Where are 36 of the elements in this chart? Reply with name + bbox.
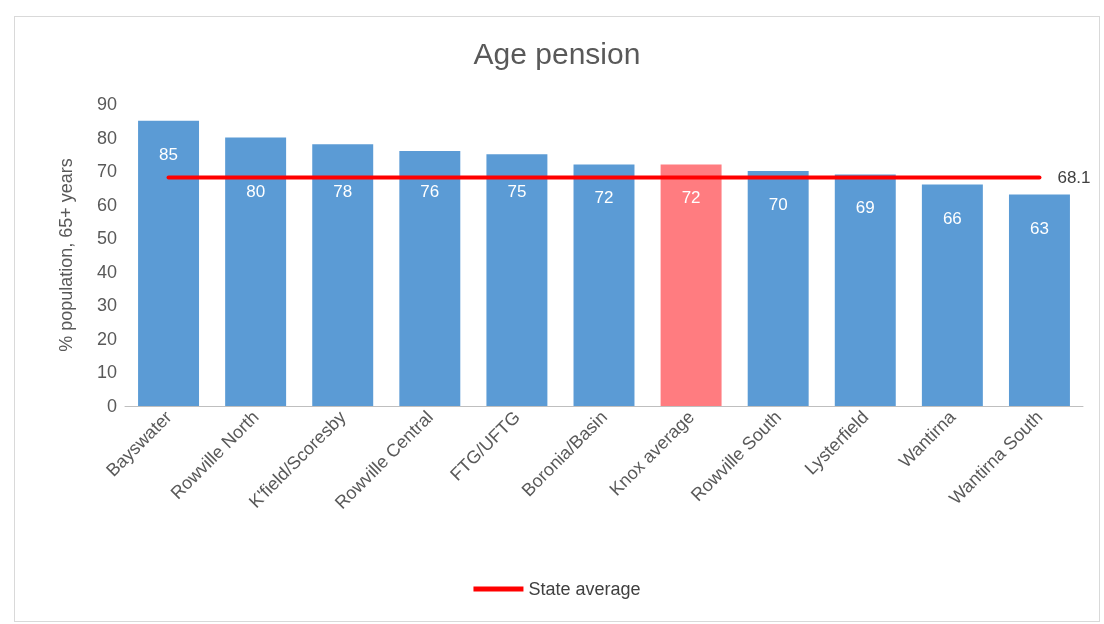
data-label: 69 (855, 198, 875, 218)
data-label: 75 (507, 182, 527, 202)
bar (921, 184, 983, 406)
data-label: 63 (1029, 218, 1049, 238)
bar (834, 174, 896, 406)
y-tick-label: 30 (96, 295, 117, 316)
data-label: 72 (681, 188, 701, 208)
y-tick-label: 20 (96, 328, 117, 349)
data-label: 70 (768, 195, 788, 215)
bar (747, 171, 809, 406)
data-label: 68.1 (1057, 167, 1091, 187)
y-tick-label: 10 (96, 362, 117, 383)
y-tick-label: 40 (96, 261, 117, 282)
bar (138, 120, 200, 406)
legend-label: State average (528, 579, 641, 599)
data-label: 78 (333, 182, 353, 202)
data-label: 85 (159, 144, 179, 164)
bar (312, 144, 374, 406)
bar (225, 137, 287, 406)
bar (399, 150, 461, 406)
data-label: 72 (594, 188, 614, 208)
bar (660, 164, 722, 406)
data-label: 80 (246, 182, 266, 202)
y-tick-label: 50 (96, 228, 117, 249)
bar (486, 154, 548, 406)
data-label: 76 (420, 182, 440, 202)
data-label: 66 (942, 208, 962, 228)
y-tick-label: 90 (96, 94, 117, 114)
y-tick-label: 80 (96, 127, 117, 148)
y-tick-label: 70 (96, 161, 117, 182)
bar (573, 164, 635, 406)
y-tick-label: 0 (106, 396, 117, 416)
y-tick-label: 60 (96, 194, 117, 215)
bar (1008, 194, 1070, 406)
y-axis-title: % population, 65+ years (56, 158, 76, 352)
chart-title: Age pension (473, 36, 641, 70)
